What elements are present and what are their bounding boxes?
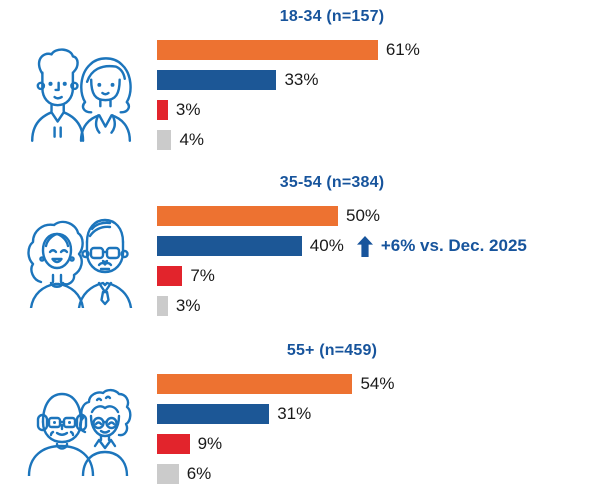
age-group-35-54: 35-54 (n=384): [0, 168, 600, 328]
trend-annotation: +6% vs. Dec. 2025: [356, 235, 527, 257]
bar-value-label: 54%: [360, 374, 395, 393]
bar-gray: [157, 464, 179, 484]
bar-row: 9%: [157, 434, 395, 454]
bar-value-label: 33%: [284, 70, 319, 89]
senior-couple-icon: [20, 380, 140, 476]
bars-35-54: 50% 40% +6% vs. Dec. 2025 7% 3%: [157, 206, 527, 326]
bar-red: [157, 434, 190, 454]
bar-value-label: 7%: [190, 266, 215, 285]
bar-row: 4%: [157, 130, 420, 150]
age-group-18-34: 18-34 (n=157): [0, 2, 600, 162]
bar-value-label: 3%: [175, 296, 201, 315]
group-title-55-plus: 55+ (n=459): [286, 342, 378, 359]
trend-annotation-text: +6% vs. Dec. 2025: [380, 236, 527, 255]
bar-orange: [157, 40, 378, 60]
bar-orange: [157, 374, 353, 394]
bar-value-label: 9%: [197, 434, 223, 453]
group-title-18-34: 18-34 (n=157): [279, 8, 385, 25]
bar-row: 3%: [157, 100, 420, 120]
bar-value-label: 4%: [179, 130, 205, 149]
bar-value-label: 6%: [186, 464, 212, 483]
bar-row: 33%: [157, 70, 420, 90]
bar-value-label: 40%: [309, 236, 344, 255]
bar-value-label: 50%: [346, 206, 381, 225]
bar-navy: [157, 70, 277, 90]
bar-row: 7%: [157, 266, 527, 286]
bar-row: 31%: [157, 404, 395, 424]
bar-row: 6%: [157, 464, 395, 484]
bar-row: 61%: [157, 40, 420, 60]
bar-row: 50%: [157, 206, 527, 226]
bar-value-label: 61%: [385, 40, 420, 59]
bar-row: 40% +6% vs. Dec. 2025: [157, 235, 527, 257]
group-title-35-54: 35-54 (n=384): [279, 174, 385, 191]
bar-value-label: 3%: [175, 100, 201, 119]
bar-row: 54%: [157, 374, 395, 394]
age-group-55-plus: 55+ (n=459): [0, 336, 600, 495]
middle-aged-couple-icon: [20, 212, 140, 308]
bar-navy: [157, 404, 270, 424]
bar-row: 3%: [157, 296, 527, 316]
bars-55-plus: 54% 31% 9% 6%: [157, 374, 395, 494]
bar-gray: [157, 296, 168, 316]
bar-orange: [157, 206, 338, 226]
bar-red: [157, 100, 168, 120]
bar-gray: [157, 130, 172, 150]
young-couple-icon: [20, 46, 140, 142]
bars-18-34: 61% 33% 3% 4%: [157, 40, 420, 160]
bar-navy: [157, 236, 302, 256]
up-arrow-icon: [356, 235, 373, 257]
bar-red: [157, 266, 183, 286]
bar-value-label: 31%: [277, 404, 312, 423]
